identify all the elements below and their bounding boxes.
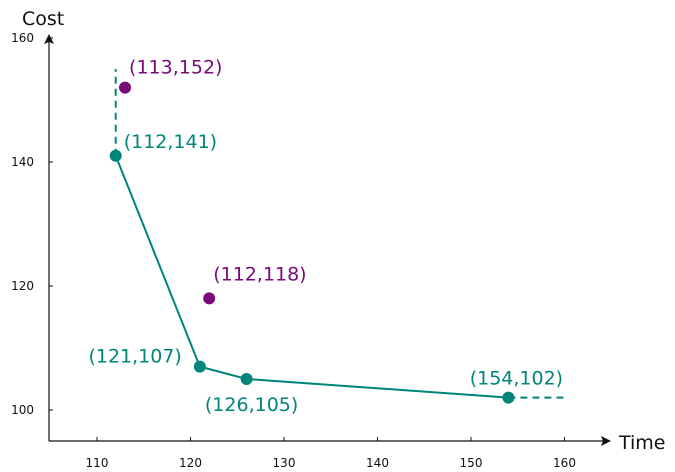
y-tick-label: 140 [11,155,34,169]
x-tick-label: 160 [553,456,576,470]
marks [109,69,565,404]
data-label: (154,102) [470,368,563,390]
x-tick-label: 150 [460,456,483,470]
x-axis-arrow [601,436,611,446]
x-axis-title: Time [618,432,666,454]
data-label: (112,118) [213,263,306,285]
dominated-point [203,292,216,305]
y-tick-label: 100 [11,403,34,417]
axes: Time Cost [22,8,666,454]
x-tick-label: 140 [366,456,389,470]
y-axis-arrow [44,34,54,44]
frontier-point [240,373,253,385]
y-tick-label: 120 [11,279,34,293]
data-label: (126,105) [205,394,298,416]
x-tick-label: 120 [179,456,202,470]
x-tick-label: 130 [273,456,296,470]
frontier-point [502,391,515,404]
frontier-point [109,149,122,162]
dominated-point [119,81,132,94]
y-tick-label: 160 [11,31,34,45]
data-label: (112,141) [124,131,217,153]
frontier-point [193,360,206,373]
x-tick-label: 110 [86,456,109,470]
data-label: (113,152) [129,57,222,79]
ticks: 110 120 130 140 150 160 100 120 140 160 [11,31,576,470]
frontier-line [114,155,509,399]
data-label: (121,107) [88,346,181,368]
y-axis-title: Cost [22,8,64,30]
data-labels: (112,141) (121,107) (126,105) (154,102) (113… [88,57,563,416]
